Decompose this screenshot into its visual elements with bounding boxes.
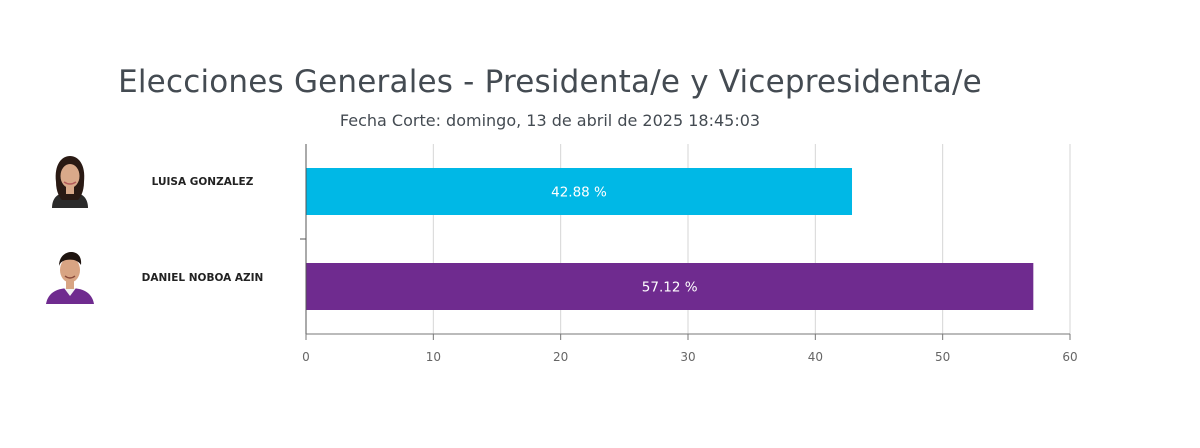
- bar-data-label: 42.88 %: [551, 185, 607, 201]
- candidate-name: LUISA GONZALEZ: [151, 176, 254, 188]
- x-tick-label: 20: [553, 350, 568, 364]
- bar: [306, 263, 1034, 310]
- bar: [306, 168, 853, 215]
- x-tick-label: 30: [680, 350, 695, 364]
- x-tick-label: 60: [1062, 350, 1077, 364]
- x-tick-label: 10: [426, 350, 441, 364]
- candidate-row-luisa-gonzalez: LUISA GONZALEZ: [30, 152, 300, 212]
- candidate-row-daniel-noboa-azin: DANIEL NOBOA AZIN: [30, 248, 300, 308]
- chart-subtitle: Fecha Corte: domingo, 13 de abril de 202…: [339, 111, 761, 130]
- x-tick-label: 50: [935, 350, 950, 364]
- candidate-photo-daniel-noboa-azin: [42, 248, 98, 304]
- chart-title: Elecciones Generales - Presidenta/e y Vi…: [118, 64, 982, 100]
- candidate-photo-luisa-gonzalez: [42, 152, 98, 208]
- x-tick-label: 0: [302, 350, 310, 364]
- candidate-name: DANIEL NOBOA AZIN: [141, 272, 264, 284]
- bar-data-label: 57.12 %: [642, 280, 698, 296]
- x-tick-label: 40: [808, 350, 823, 364]
